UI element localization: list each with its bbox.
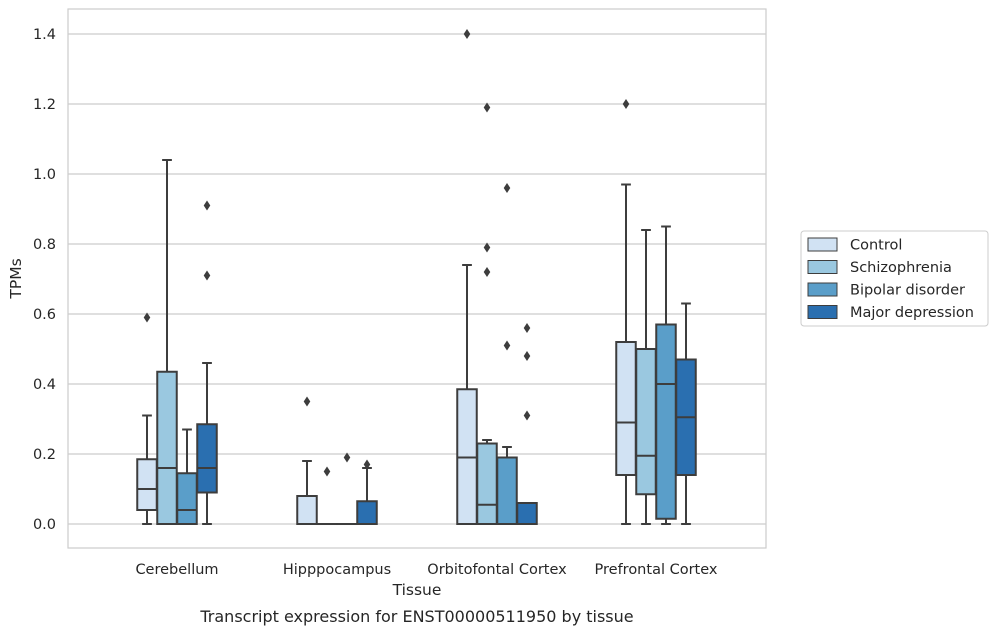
box-body — [136, 458, 158, 511]
outlier-point — [363, 459, 371, 470]
outlier-point — [463, 29, 471, 39]
box-schizophrenia — [156, 159, 178, 525]
box-bipolar-disorder — [336, 452, 358, 526]
outlier-point — [503, 183, 511, 193]
outlier-point — [143, 312, 151, 323]
box-body — [615, 341, 637, 476]
box-major-depression — [356, 459, 378, 525]
x-tick-label: Hipppocampus — [283, 562, 391, 578]
x-tick-label: Prefrontal Cortex — [595, 562, 718, 578]
outlier-point — [483, 242, 491, 253]
x-axis-label: Tissue — [392, 581, 442, 599]
plot-area-frame — [67, 8, 767, 549]
box-body — [156, 370, 178, 525]
y-axis-label: TPMs — [7, 258, 25, 299]
box-control — [136, 312, 158, 525]
box-body — [196, 423, 218, 494]
box-body — [635, 348, 657, 496]
legend-swatch — [807, 282, 838, 297]
outlier-point — [303, 396, 311, 407]
box-body — [296, 495, 318, 525]
outlier-point — [503, 340, 511, 351]
outlier-point — [483, 267, 491, 277]
outlier-point — [622, 99, 630, 109]
box-body — [356, 500, 378, 525]
box-body — [476, 442, 498, 525]
outlier-point — [203, 270, 211, 281]
box-schizophrenia — [316, 466, 338, 526]
y-tick-label: 0.0 — [33, 517, 56, 533]
outlier-point — [483, 102, 491, 113]
box-control — [615, 99, 637, 525]
y-tick-label: 1.0 — [33, 167, 56, 183]
box-body — [516, 502, 538, 525]
legend: Control Schizophrenia Bipolar disorder Majo… — [800, 230, 989, 327]
box-bipolar-disorder — [496, 183, 518, 525]
y-tick-label: 1.2 — [33, 97, 56, 113]
y-tick-label: 1.4 — [33, 27, 56, 43]
x-axis-ticks: Cerebellum Hipppocampus Orbitofontal Corte… — [135, 562, 717, 578]
legend-label: Bipolar disorder — [850, 283, 965, 299]
outlier-point — [323, 466, 331, 477]
outlier-point — [343, 452, 351, 463]
x-tick-label: Cerebellum — [135, 562, 218, 578]
outlier-point — [523, 323, 531, 333]
chart-caption: Transcript expression for ENST0000051195… — [199, 607, 633, 626]
box-schizophrenia — [476, 102, 498, 525]
legend-frame — [800, 230, 989, 327]
box-body — [176, 472, 198, 525]
outlier-point — [203, 200, 211, 211]
legend-swatch — [807, 305, 838, 319]
y-tick-label: 0.4 — [33, 377, 56, 393]
boxes — [136, 29, 697, 526]
y-tick-label: 0.8 — [33, 237, 56, 253]
box-major-depression — [675, 302, 697, 525]
y-tick-label: 0.6 — [33, 307, 56, 323]
box-control — [296, 396, 318, 525]
legend-swatch — [807, 237, 838, 252]
box-control — [456, 29, 478, 525]
legend-swatch — [807, 260, 838, 274]
outlier-point — [523, 351, 531, 361]
box-major-depression — [516, 323, 538, 525]
box-bipolar-disorder — [176, 428, 198, 525]
box-major-depression — [196, 200, 218, 525]
box-schizophrenia — [635, 229, 657, 525]
legend-label: Schizophrenia — [850, 260, 952, 276]
legend-label: Control — [850, 238, 902, 254]
box-bipolar-disorder — [655, 225, 677, 525]
gridlines — [68, 33, 766, 525]
box-body — [496, 456, 518, 525]
box-body — [655, 323, 677, 520]
legend-label: Major depression — [850, 305, 974, 321]
x-tick-label: Orbitofontal Cortex — [427, 562, 567, 578]
outlier-point — [523, 410, 531, 421]
y-tick-label: 0.2 — [33, 447, 56, 463]
y-axis-ticks: 0.0 0.2 0.4 0.6 0.8 1.0 1.2 1.4 — [33, 27, 56, 533]
